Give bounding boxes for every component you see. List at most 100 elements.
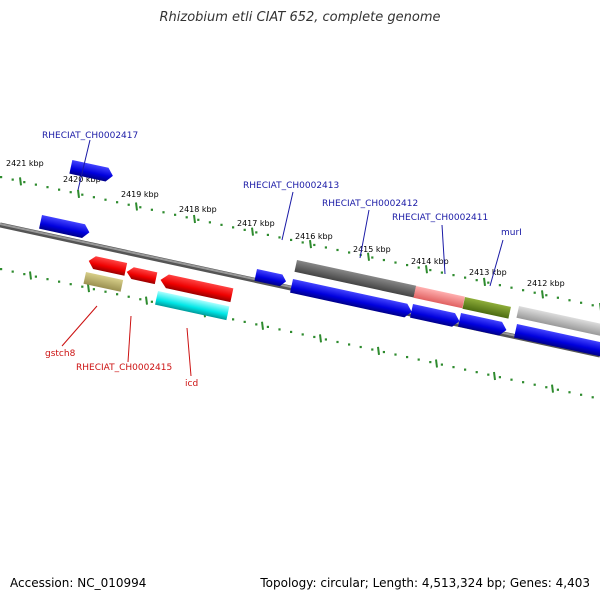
tick-dot [34, 183, 37, 186]
tick-dot [382, 258, 385, 262]
gene-block [83, 272, 124, 292]
tick-dot [324, 338, 327, 341]
tick-dot [591, 304, 594, 307]
tick-dot [92, 288, 95, 291]
major-tick [251, 227, 254, 236]
tick-dot [371, 348, 374, 351]
tick-dot [162, 211, 165, 214]
scale-labels: 2421 kbp 2420 kbp 2419 kbp 2418 kbp 2417… [6, 159, 565, 288]
tick-dot [278, 236, 281, 239]
tick-dot [429, 268, 432, 272]
gene-block [413, 286, 465, 309]
gene-block [294, 260, 417, 298]
tick-dot [348, 343, 351, 346]
tick-dot [69, 283, 72, 286]
tick-dot [568, 391, 571, 394]
major-tick [483, 277, 486, 286]
major-tick [29, 271, 32, 280]
major-tick [377, 346, 380, 356]
tick-dot [498, 284, 501, 287]
gene-arrow [514, 324, 600, 357]
topology-text: Topology: circular; Length: 4,513,324 bp… [260, 576, 590, 590]
scale-label: 2414 kbp [411, 257, 449, 266]
tick-dot [348, 251, 351, 254]
gene-label: RHECIAT_CH0002417 [42, 131, 138, 141]
tick-dot [23, 181, 26, 184]
reverse-genes [83, 256, 234, 321]
tick-dot [46, 186, 49, 189]
tick-dot [197, 218, 200, 221]
tick-dot [58, 280, 61, 283]
gene-arrow [126, 267, 158, 285]
reverse-leaders [61, 305, 192, 377]
tick-dot [429, 360, 432, 364]
tick-dot [127, 295, 130, 298]
tick-dot [208, 221, 211, 224]
tick-dot [440, 271, 443, 274]
tick-dot [591, 396, 594, 399]
tick-dot [116, 293, 119, 296]
scale-label: 2418 kbp [179, 205, 217, 214]
tick-dot [371, 256, 374, 259]
tick-dot [533, 291, 536, 294]
tick-dot [290, 330, 293, 334]
tick-dot [533, 383, 536, 386]
major-tick [435, 359, 438, 368]
tick-dot [266, 325, 269, 329]
tick-dot [127, 203, 130, 206]
tick-dot [406, 355, 409, 359]
tick-dot [359, 345, 362, 349]
gene-arrow [39, 215, 90, 238]
scale-label: 2420 kbp [63, 175, 101, 184]
tick-dot [301, 241, 304, 244]
tick-dot [568, 299, 571, 302]
tick-dot [498, 376, 501, 379]
scale-label: 2415 kbp [353, 245, 391, 254]
tick-dot [522, 289, 525, 292]
gene-label: RHECIAT_CH0002415 [76, 363, 172, 373]
major-tick [87, 283, 90, 293]
tick-dot [34, 275, 37, 278]
tick-dot [139, 298, 142, 301]
tick-dot [417, 266, 420, 269]
tick-dot [522, 381, 525, 384]
tick-dot [487, 281, 490, 284]
accession-text: Accession: NC_010994 [10, 576, 147, 590]
tick-dot [232, 318, 235, 321]
major-tick [319, 334, 322, 343]
gene-arrow [254, 269, 287, 287]
major-tick [309, 240, 312, 249]
tick-dot [185, 216, 188, 219]
major-tick [193, 214, 196, 224]
tick-dot [313, 335, 316, 339]
gene-arrow [410, 304, 460, 327]
tick-dot [545, 294, 548, 297]
gene-label: RHECIAT_CH0002411 [392, 213, 488, 223]
tick-dot [232, 226, 235, 229]
tick-dot [324, 246, 327, 249]
tick-dot [580, 301, 583, 304]
tick-dot [81, 193, 84, 196]
gene-arrow [88, 256, 128, 276]
major-tick [145, 296, 148, 305]
tick-dot [464, 276, 467, 279]
tick-dot [92, 196, 95, 199]
tick-dot [81, 285, 84, 288]
tick-dot [394, 353, 397, 356]
upper-tick-track [0, 176, 600, 312]
tick-dot [139, 206, 142, 209]
major-tick [551, 384, 554, 393]
tick-dot [301, 333, 304, 336]
gene-label: gstch8 [45, 349, 76, 359]
tick-dot [406, 263, 409, 267]
tick-dot [487, 373, 490, 376]
major-tick [493, 371, 496, 381]
tick-dot [510, 378, 513, 381]
tick-dot [556, 296, 559, 299]
tick-dot [116, 201, 119, 204]
tick-dot [475, 279, 478, 282]
tick-dot [150, 300, 153, 303]
tick-dot [556, 388, 559, 391]
tick-dot [580, 393, 583, 396]
